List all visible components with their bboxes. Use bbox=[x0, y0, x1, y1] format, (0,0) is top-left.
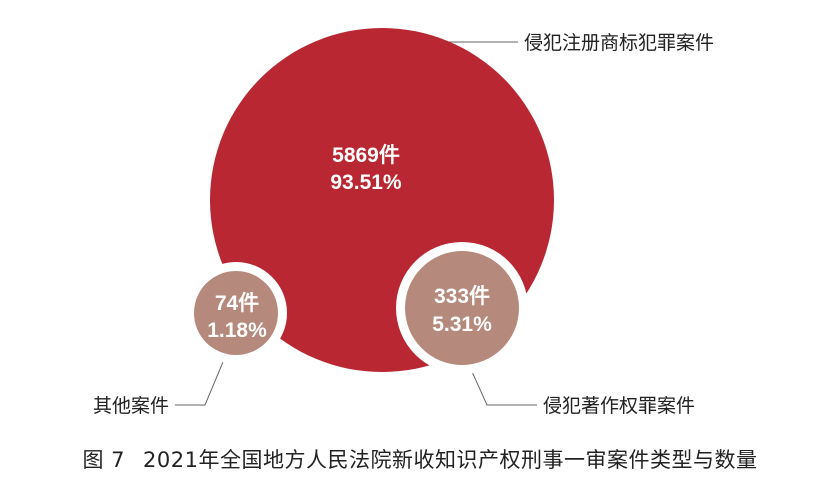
bubble-copyright bbox=[405, 251, 519, 365]
figure-number: 图 7 bbox=[82, 448, 126, 472]
value-label-other: 74件 bbox=[215, 292, 259, 315]
value-label-trademark: 5869件 bbox=[332, 144, 400, 167]
percent-label-other: 1.18% bbox=[207, 319, 267, 342]
percent-label-trademark: 93.51% bbox=[330, 171, 402, 194]
category-label-trademark: 侵犯注册商标犯罪案件 bbox=[524, 32, 714, 54]
percent-label-copyright: 5.31% bbox=[432, 313, 492, 336]
figure-title: 2021年全国地方人民法院新收知识产权刑事一审案件类型与数量 bbox=[143, 448, 758, 472]
bubble-other bbox=[194, 271, 278, 355]
leader-line-other bbox=[175, 349, 229, 406]
value-label-copyright: 333件 bbox=[434, 285, 490, 308]
category-label-copyright: 侵犯著作权罪案件 bbox=[543, 395, 695, 417]
category-label-other: 其他案件 bbox=[93, 395, 169, 417]
figure-caption: 图 7 2021年全国地方人民法院新收知识产权刑事一审案件类型与数量 bbox=[0, 444, 840, 474]
